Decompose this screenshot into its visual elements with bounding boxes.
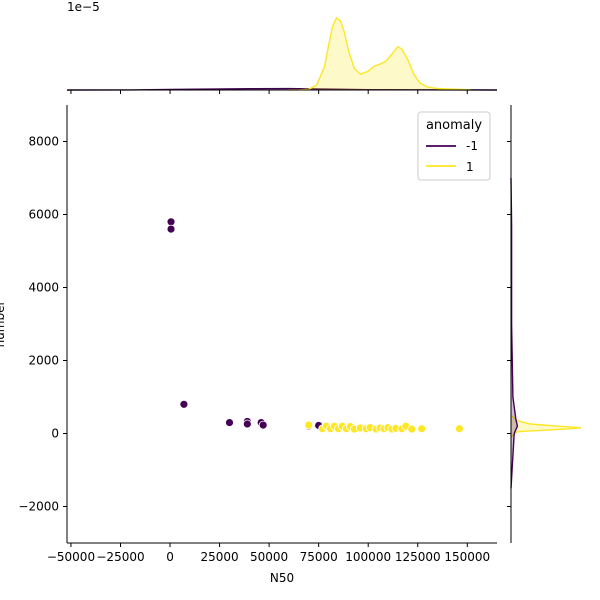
right-kde-fill-neg1 xyxy=(511,178,518,489)
y-tick-label: 2000 xyxy=(28,354,59,368)
point-anomaly-1 xyxy=(454,424,464,434)
point-anomaly-neg1 xyxy=(166,224,176,234)
x-axis-label: N50 xyxy=(270,571,294,585)
x-tick-label: 150000 xyxy=(444,550,490,564)
x-tick-label: −50000 xyxy=(47,550,95,564)
x-tick-label: 0 xyxy=(166,550,174,564)
x-tick-label: 100000 xyxy=(345,550,391,564)
y-axis-label: number xyxy=(0,301,7,348)
x-tick-label: −25000 xyxy=(96,550,144,564)
y-tick-label: 0 xyxy=(51,427,59,441)
point-anomaly-1 xyxy=(417,424,427,434)
x-tick-label: 50000 xyxy=(250,550,288,564)
x-tick-label: 75000 xyxy=(300,550,338,564)
scatter-points xyxy=(166,217,464,434)
top-kde-line-1 xyxy=(288,16,472,91)
top-marginal-scale-label: 1e−5 xyxy=(67,0,100,14)
top-marginal-kde xyxy=(66,16,498,91)
main-axes-ticks: −50000 −25000 0 25000 50000 75000 100000 125000… xyxy=(18,90,511,564)
point-anomaly-neg1 xyxy=(242,419,252,429)
y-tick-label: 6000 xyxy=(28,208,59,222)
point-anomaly-neg1 xyxy=(258,420,268,430)
right-kde-fill-1 xyxy=(511,415,581,438)
legend: anomaly -1 1 xyxy=(417,111,491,181)
legend-title: anomaly xyxy=(426,118,482,133)
right-kde-line-neg1 xyxy=(510,177,519,489)
right-marginal-kde xyxy=(510,177,582,489)
y-tick-label: −2000 xyxy=(18,500,59,514)
y-tick-label: 4000 xyxy=(28,281,59,295)
x-tick-label: 25000 xyxy=(200,550,238,564)
x-tick-label: 125000 xyxy=(395,550,441,564)
point-anomaly-neg1 xyxy=(179,399,189,409)
right-kde-line-1 xyxy=(510,414,582,438)
point-anomaly-1 xyxy=(407,424,417,434)
top-kde-fill-1 xyxy=(288,18,472,90)
point-anomaly-neg1 xyxy=(225,418,234,427)
legend-label-neg1: -1 xyxy=(466,139,478,153)
point-anomaly-1 xyxy=(304,420,314,430)
y-tick-label: 8000 xyxy=(28,135,59,149)
legend-label-1: 1 xyxy=(466,160,474,174)
point-anomaly-neg1 xyxy=(166,217,176,227)
